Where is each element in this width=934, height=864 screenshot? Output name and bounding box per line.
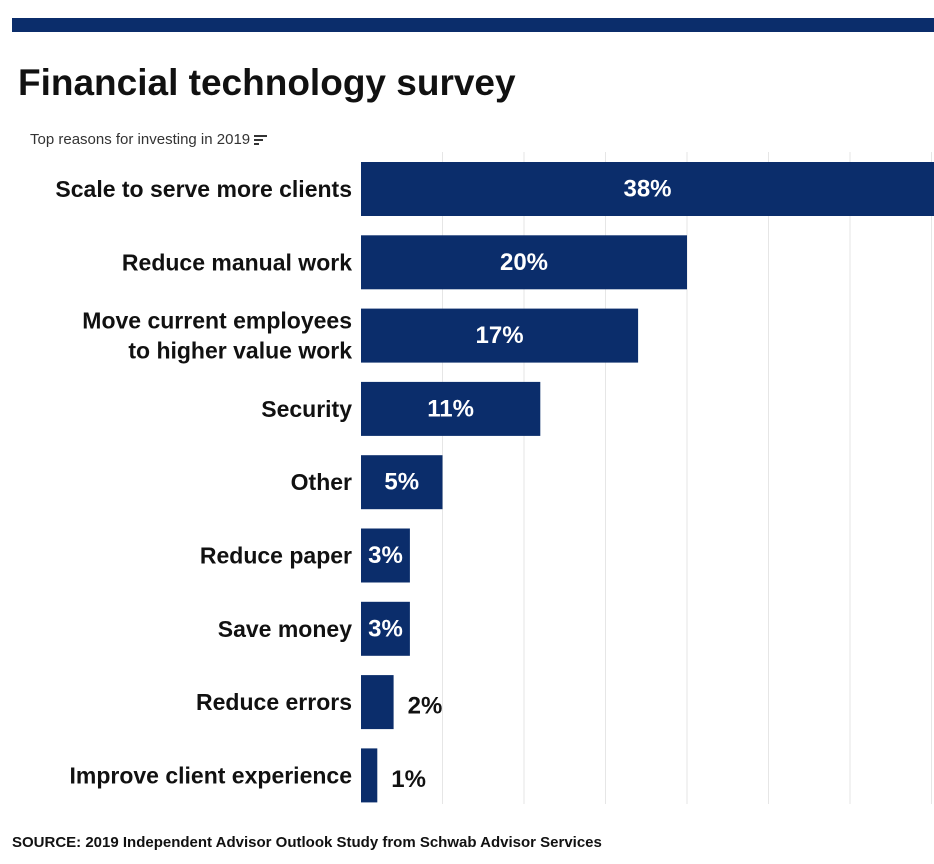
- source-note: SOURCE: 2019 Independent Advisor Outlook…: [12, 834, 602, 851]
- sort-descending-icon: [254, 134, 268, 146]
- bar: [361, 601, 410, 656]
- value-label: 17%: [476, 322, 524, 349]
- category-label: Move current employees: [82, 308, 352, 334]
- chart-subtitle-row: Top reasons for investing in 2019: [30, 131, 268, 148]
- bar: [361, 675, 394, 730]
- value-label: 20%: [500, 249, 548, 276]
- value-label: 3%: [368, 542, 403, 569]
- bar: [361, 162, 934, 216]
- value-label: 3%: [368, 615, 403, 642]
- chart-title: Financial technology survey: [18, 62, 516, 103]
- value-label: 38%: [623, 176, 671, 203]
- value-label: 2%: [408, 693, 443, 720]
- category-label: Reduce manual work: [122, 249, 352, 275]
- category-label: Reduce paper: [200, 543, 352, 569]
- top-rule: [12, 18, 934, 32]
- category-label: to higher value work: [128, 338, 352, 364]
- chart-subtitle: Top reasons for investing in 2019: [30, 131, 251, 148]
- category-label: Improve client experience: [69, 762, 352, 788]
- category-label: Other: [291, 469, 352, 495]
- category-label: Reduce errors: [196, 689, 352, 715]
- bar: [361, 308, 639, 363]
- value-label: 11%: [427, 395, 474, 422]
- category-label: Scale to serve more clients: [55, 176, 352, 202]
- bar: [361, 381, 541, 436]
- bar: [361, 528, 410, 583]
- bar: [361, 455, 443, 510]
- value-label: 5%: [384, 469, 419, 496]
- bar: [361, 235, 687, 290]
- value-label: 1%: [391, 766, 426, 793]
- category-label: Save money: [218, 616, 352, 642]
- bar: [361, 748, 378, 803]
- category-label: Security: [261, 396, 352, 422]
